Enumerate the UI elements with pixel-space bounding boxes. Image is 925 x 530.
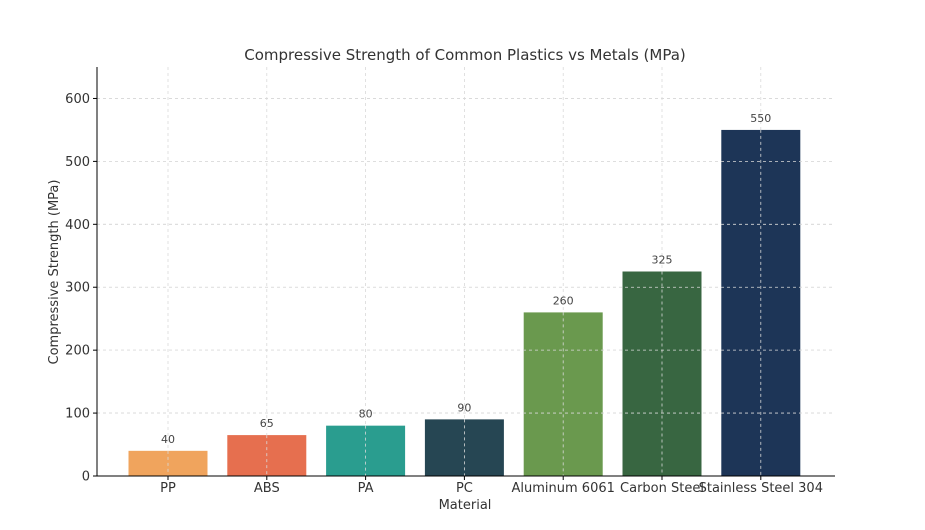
y-tick-label: 300 xyxy=(65,281,90,296)
bar-value-label: 65 xyxy=(260,417,274,430)
y-tick-label: 200 xyxy=(65,344,90,359)
bar-value-label: 550 xyxy=(750,112,771,125)
x-tick-label: Carbon Steel xyxy=(620,481,704,496)
x-tick-label: PA xyxy=(358,481,374,496)
bar-value-label: 325 xyxy=(652,254,673,267)
bars xyxy=(128,129,801,476)
x-tick-label: Stainless Steel 304 xyxy=(699,481,823,496)
bar-value-label: 90 xyxy=(457,401,471,414)
bar-value-label: 80 xyxy=(359,408,373,421)
x-tick-label: ABS xyxy=(254,481,280,496)
bar-value-label: 40 xyxy=(161,433,175,446)
y-axis-label: Compressive Strength (MPa) xyxy=(47,180,62,365)
data-labels: 40 65 80 90 260 325 550 xyxy=(161,112,771,446)
y-tick-label: 100 xyxy=(65,407,90,422)
y-tick-label: 400 xyxy=(65,218,90,233)
bar-value-label: 260 xyxy=(553,294,574,307)
bar xyxy=(424,419,504,476)
x-tick-label: PP xyxy=(160,481,176,496)
y-tick-label: 0 xyxy=(82,470,90,485)
bar xyxy=(523,312,603,476)
y-tick-label: 500 xyxy=(65,155,90,170)
x-tick-label: Aluminum 6061 xyxy=(512,481,615,496)
x-tick-label: PC xyxy=(456,481,473,496)
y-tick-label: 600 xyxy=(65,92,90,107)
y-axis: 0 100 200 300 400 500 600 xyxy=(65,67,98,485)
x-axis: PP ABS PA PC Aluminum 6061 Carbon SteelStainl… xyxy=(97,475,835,496)
x-axis-label: Material xyxy=(439,498,492,513)
chart-title: Compressive Strength of Common Plastics … xyxy=(244,46,686,64)
